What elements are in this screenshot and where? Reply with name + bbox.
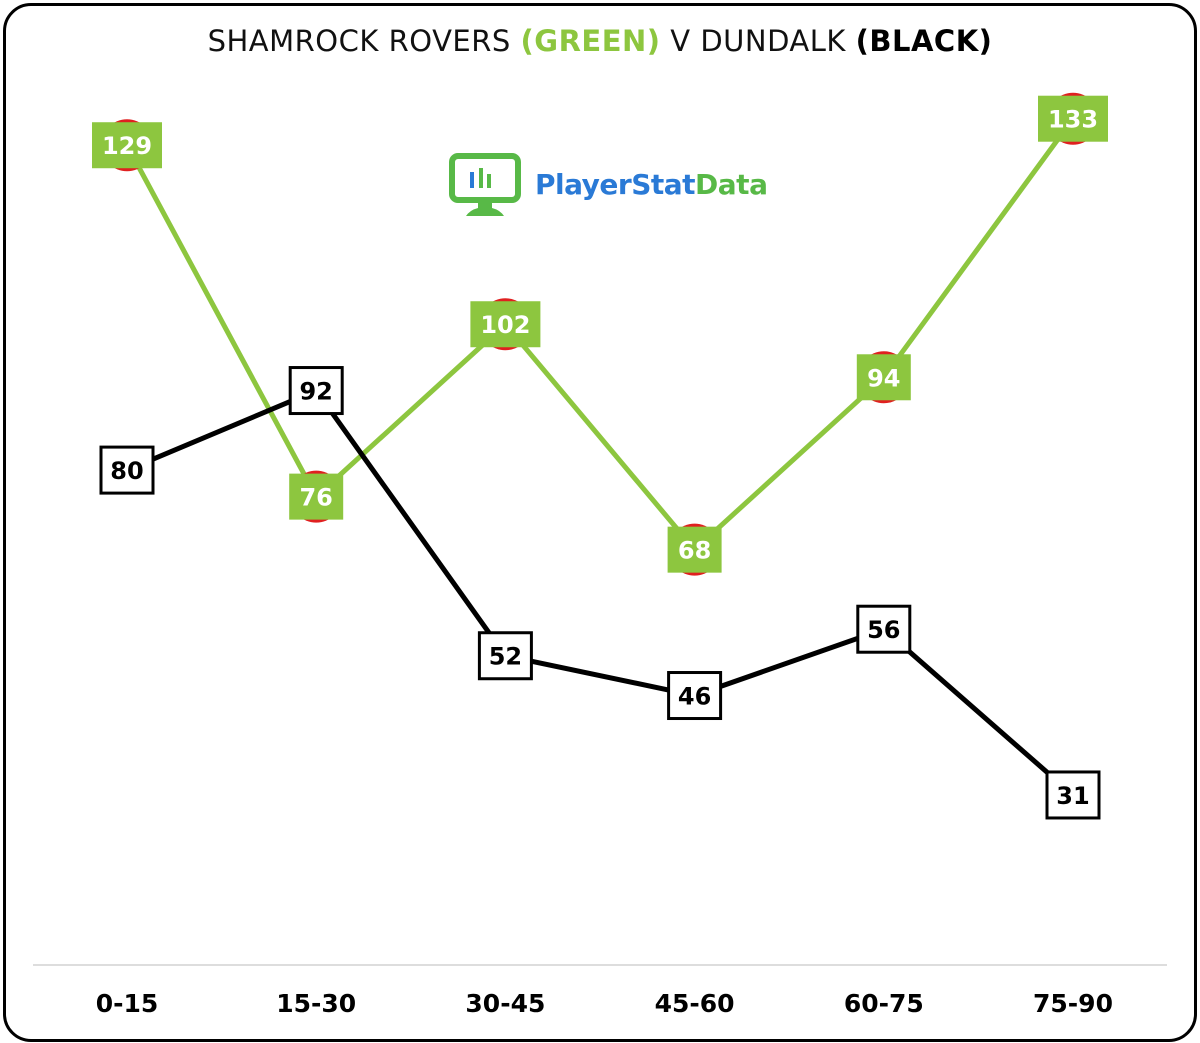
green-data-point: 133 (1038, 92, 1108, 145)
title-part-1: SHAMROCK ROVERS (207, 24, 521, 58)
monitor-chart-icon (449, 153, 521, 216)
x-tick-label: 75-90 (1033, 989, 1113, 1018)
series-markers: 129 76 102 68 94 133 80 92 52 46 56 31 (92, 92, 1108, 820)
x-tick-label: 45-60 (655, 989, 735, 1018)
x-tick-label: 60-75 (844, 989, 924, 1018)
green-data-label: 133 (1048, 106, 1098, 134)
x-tick-label: 30-45 (465, 989, 545, 1018)
black-data-label: 46 (678, 683, 711, 711)
black-data-point: 31 (1045, 770, 1101, 820)
logo-text-player: PlayerStat (535, 168, 696, 201)
black-data-label: 56 (867, 616, 900, 644)
green-data-point: 76 (289, 470, 344, 523)
green-data-point: 94 (856, 351, 911, 404)
green-data-label: 76 (299, 484, 332, 512)
green-data-label: 102 (480, 311, 530, 339)
green-data-point: 68 (667, 523, 722, 576)
black-data-label: 31 (1056, 782, 1089, 810)
black-data-point: 92 (288, 366, 344, 416)
black-data-point: 56 (856, 604, 912, 654)
logo-text: PlayerStatData (535, 168, 768, 201)
x-axis-labels: 0-15 15-30 30-45 45-60 60-75 75-90 (96, 989, 1113, 1018)
title-part-3: V DUNDALK (660, 24, 856, 58)
green-data-point: 129 (92, 119, 162, 172)
logo-text-data: Data (695, 168, 768, 201)
black-data-point: 52 (477, 631, 533, 681)
series-lines (124, 117, 1076, 797)
black-data-point: 46 (667, 671, 723, 721)
title-black-label: (BLACK) (855, 24, 993, 58)
chart-title: SHAMROCK ROVERS (GREEN) V DUNDALK (BLACK… (0, 24, 1200, 58)
green-data-label: 68 (678, 537, 711, 565)
black-data-label: 92 (299, 378, 332, 406)
black-data-label: 52 (489, 643, 522, 671)
title-green-label: (GREEN) (520, 24, 661, 58)
black-data-label: 80 (110, 457, 143, 485)
green-data-point: 102 (470, 298, 541, 351)
chart-frame (3, 3, 1197, 1042)
green-series-line (124, 117, 1076, 553)
black-series-line (126, 388, 1075, 797)
green-data-label: 94 (867, 364, 900, 392)
black-data-point: 80 (99, 445, 155, 495)
x-tick-label: 0-15 (96, 989, 159, 1018)
x-tick-label: 15-30 (276, 989, 356, 1018)
green-data-label: 129 (102, 132, 152, 160)
